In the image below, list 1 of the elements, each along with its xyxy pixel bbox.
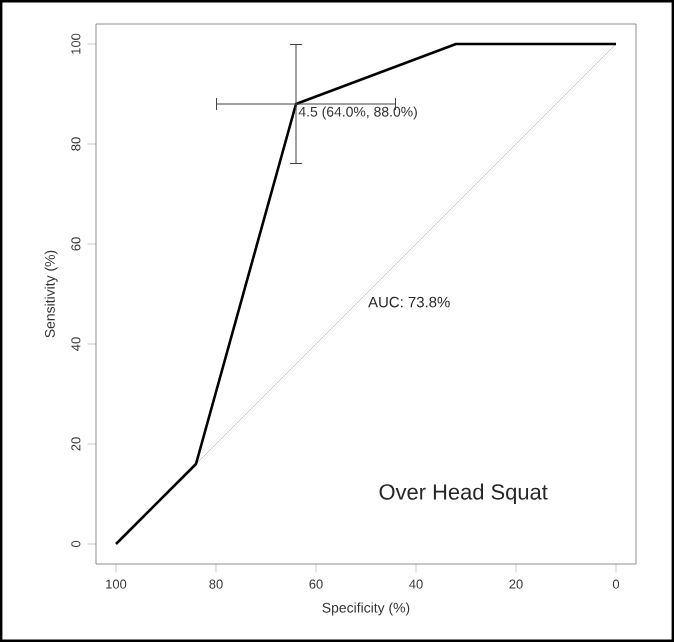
annotation: Over Head Squat bbox=[379, 483, 548, 504]
